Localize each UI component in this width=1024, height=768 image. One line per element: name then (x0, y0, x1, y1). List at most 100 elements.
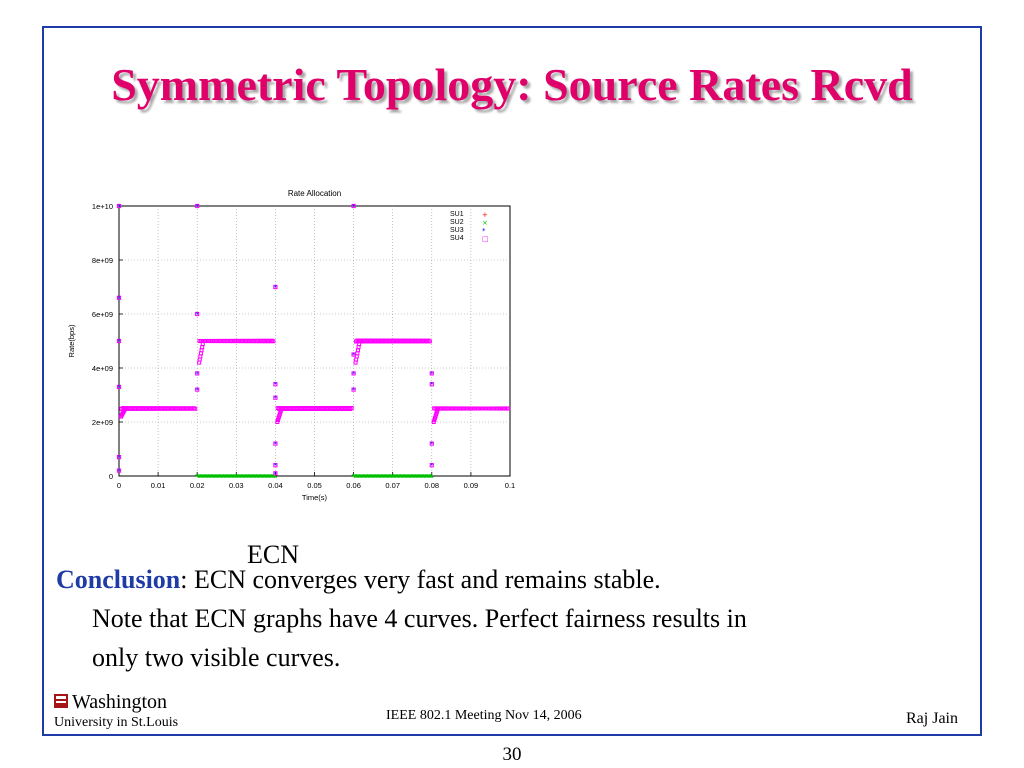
ecn-label: ECN (247, 540, 299, 569)
su2-point (244, 474, 249, 478)
legend-label: SU1 (450, 211, 464, 218)
conclusion-line-3: only two visible curves. (92, 643, 341, 672)
su2-point (254, 474, 259, 478)
su2-point (381, 474, 386, 478)
su2-point (204, 474, 209, 478)
su4-point (506, 406, 511, 411)
su3-transient-point: * (118, 204, 121, 211)
su2-point (362, 474, 367, 478)
su3-transient-point: * (352, 352, 355, 359)
y-tick-label: 1e+10 (92, 202, 113, 211)
su2-point (352, 474, 357, 478)
su2-point (407, 474, 412, 478)
su3-transient-point: * (352, 387, 355, 394)
su4-transient-point (116, 338, 122, 344)
su2-point (238, 474, 243, 478)
su2-point (391, 474, 396, 478)
washington-university-logo: Washington University in St.Louis (54, 691, 178, 730)
su2-point (266, 474, 271, 478)
footer-author: Raj Jain (906, 710, 958, 727)
su2-point (392, 474, 397, 478)
su2-point (200, 474, 205, 478)
su2-point (234, 474, 239, 478)
su4-point (123, 406, 128, 411)
su2-point (212, 474, 217, 478)
su2-point (225, 474, 230, 478)
x-tick-label: 0.06 (346, 481, 361, 490)
x-tick-label: 0.08 (424, 481, 439, 490)
su2-point (380, 474, 385, 478)
su2-point (262, 474, 267, 478)
legend-marker: □ (482, 235, 489, 243)
university-shield-icon (54, 694, 68, 708)
su2-point (355, 474, 360, 478)
su2-point (202, 474, 207, 478)
su2-point (418, 474, 423, 478)
su2-point (404, 474, 409, 478)
su2-point (197, 474, 202, 478)
su2-point (264, 474, 269, 478)
y-axis-label: Rate(bps) (67, 324, 76, 357)
su2-point (411, 474, 416, 478)
su2-point (366, 474, 371, 478)
conclusion-line-1-text: ECN converges very fast and remains stab… (194, 565, 661, 594)
su4-point (349, 405, 354, 410)
su4-point (435, 406, 440, 411)
su2-point (425, 474, 430, 478)
y-tick-label: 8e+09 (92, 256, 113, 265)
su2-point (429, 474, 434, 478)
su2-point (219, 474, 224, 478)
legend-label: SU3 (450, 227, 464, 234)
su3-transient-point: * (430, 463, 433, 470)
su4-point (201, 339, 206, 343)
su2-point (428, 474, 433, 478)
su3-transient-point: * (118, 384, 121, 391)
su2-point (365, 474, 370, 478)
su2-point (414, 474, 419, 478)
su2-point (206, 474, 211, 478)
su4-transient-point (116, 203, 122, 209)
su2-point (389, 474, 394, 478)
su2-point (376, 474, 381, 478)
su2-point (207, 474, 212, 478)
su4-transient-point (351, 371, 356, 376)
su4-point (271, 339, 276, 344)
su2-point (243, 474, 248, 478)
su2-point (354, 474, 359, 478)
su2-point (369, 474, 374, 478)
su2-point (370, 474, 375, 478)
su2-point (256, 474, 261, 478)
su2-point (388, 474, 393, 478)
su4-transient-point (116, 455, 122, 460)
su2-point (410, 474, 415, 478)
su3-transient-point: * (430, 371, 433, 378)
su2-point (258, 474, 263, 478)
conclusion-text: Conclusion: ECN converges very fast and … (56, 560, 966, 677)
su4-transient-point (273, 441, 278, 446)
su2-point (222, 474, 227, 478)
su2-point (378, 474, 383, 478)
su2-point (232, 474, 237, 478)
legend-label: SU2 (450, 219, 464, 226)
su2-point (374, 474, 379, 478)
su4-transient-point (273, 463, 278, 468)
su2-point (387, 474, 392, 478)
su4-transient-point (351, 203, 356, 209)
su4-transient-point (429, 441, 434, 446)
y-tick-label: 0 (109, 472, 113, 481)
su3-transient-point: * (274, 471, 277, 478)
su2-point (361, 474, 366, 478)
su2-point (237, 474, 242, 478)
su2-point (255, 474, 260, 478)
su2-point (260, 474, 265, 478)
su2-point (372, 474, 377, 478)
su2-point (373, 474, 378, 478)
su2-point (399, 474, 404, 478)
su2-point (223, 474, 228, 478)
su2-point (229, 474, 234, 478)
su2-point (409, 474, 414, 478)
su3-transient-point: * (352, 371, 355, 378)
su4-transient-point (116, 295, 122, 300)
su4-transient-point (116, 468, 122, 473)
su2-point (228, 474, 233, 478)
